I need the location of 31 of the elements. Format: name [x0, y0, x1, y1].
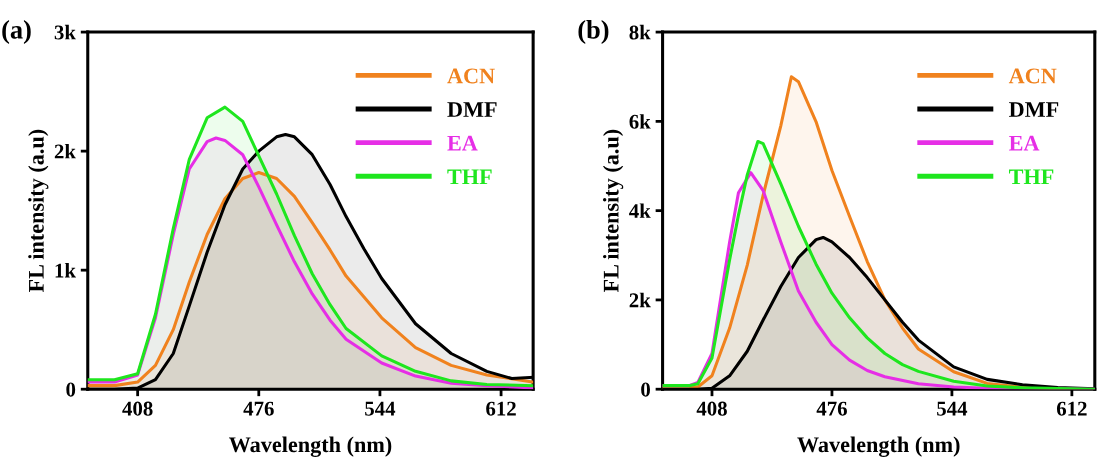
legend-label: EA	[447, 135, 478, 151]
y-tick-label: 2k	[54, 143, 76, 159]
chart-title: (a)	[2, 20, 31, 45]
y-tick-label: 6k	[629, 114, 651, 129]
y-axis-title: FL intensity (a.u)	[28, 129, 49, 293]
y-tick-label: 1k	[55, 262, 76, 278]
y-tick-label: 2k	[629, 292, 651, 308]
x-tick-label: 612	[486, 401, 516, 416]
legend-label: THF	[447, 169, 492, 185]
x-tick-label: 476	[243, 401, 274, 416]
legend-label: THF	[1009, 169, 1054, 185]
x-tick-label: 544	[937, 401, 968, 416]
legend-label: ACN	[447, 68, 495, 84]
chart-title: (b)	[578, 20, 609, 45]
x-tick-label: 612	[1056, 401, 1087, 416]
legend-label: EA	[1009, 135, 1040, 151]
x-axis-title: Wavelength (nm)	[228, 436, 392, 457]
x-tick-label: 476	[816, 401, 847, 416]
x-axis-title: Wavelength (nm)	[797, 436, 960, 457]
y-tick-label: 0	[641, 382, 650, 397]
y-tick-label: 0	[66, 382, 76, 397]
y-tick-label: 8k	[629, 24, 651, 40]
y-tick-label: 3k	[54, 24, 76, 40]
y-tick-label: 4k	[629, 203, 651, 218]
x-tick-label: 408	[696, 401, 727, 416]
legend-label: ACN	[1008, 68, 1057, 84]
y-axis-title: FL intensity (a.u)	[603, 129, 624, 293]
x-tick-label: 408	[122, 401, 153, 416]
legend-label: DMF	[447, 102, 497, 117]
legend-label: DMF	[1009, 102, 1059, 117]
x-tick-label: 544	[365, 401, 396, 416]
